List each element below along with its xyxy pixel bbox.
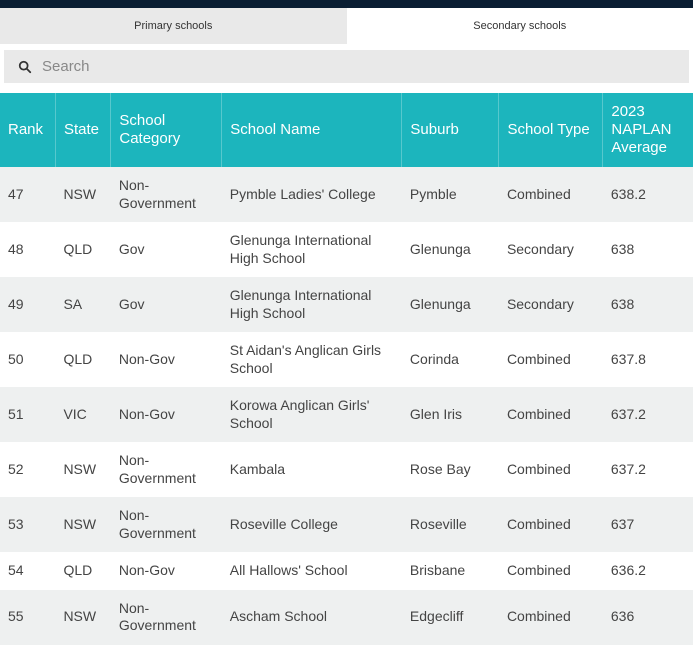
search-input[interactable] (42, 58, 675, 75)
table-cell: Non-Gov (111, 552, 222, 590)
table-cell: Non-Government (111, 497, 222, 552)
table-cell: 636.2 (603, 552, 693, 590)
table-cell: Gov (111, 222, 222, 277)
col-school-name[interactable]: School Name (222, 93, 402, 167)
search-icon (18, 60, 32, 74)
table-cell: Combined (499, 552, 603, 590)
table-cell: Glen Iris (402, 387, 499, 442)
table-cell: Non-Government (111, 442, 222, 497)
table-cell: Combined (499, 590, 603, 645)
table-row: 53NSWNon-GovernmentRoseville CollegeRose… (0, 497, 693, 552)
table-cell: 637.2 (603, 387, 693, 442)
col-naplan-average[interactable]: 2023 NAPLAN Average (603, 93, 693, 167)
table-cell: Non-Gov (111, 387, 222, 442)
table-row: 51VICNon-GovKorowa Anglican Girls' Schoo… (0, 387, 693, 442)
table-cell: 52 (0, 442, 55, 497)
col-school-type[interactable]: School Type (499, 93, 603, 167)
table-header-row: Rank State School Category School Name S… (0, 93, 693, 167)
table-row: 54QLDNon-GovAll Hallows' SchoolBrisbaneC… (0, 552, 693, 590)
table-cell: Ascham School (222, 590, 402, 645)
tab-secondary-schools[interactable]: Secondary schools (347, 8, 693, 44)
table-cell: Kambala (222, 442, 402, 497)
table-cell: Glenunga (402, 222, 499, 277)
table-cell: QLD (55, 552, 110, 590)
table-cell: 50 (0, 332, 55, 387)
table-cell: St Aidan's Anglican Girls School (222, 332, 402, 387)
table-cell: 638.2 (603, 167, 693, 222)
tabs-container: Primary schools Secondary schools (0, 8, 693, 44)
top-bar (0, 0, 693, 8)
search-container (4, 50, 689, 83)
table-cell: Korowa Anglican Girls' School (222, 387, 402, 442)
table-cell: 638 (603, 277, 693, 332)
col-state[interactable]: State (55, 93, 110, 167)
table-cell: NSW (55, 442, 110, 497)
table-cell: 637.8 (603, 332, 693, 387)
table-cell: Roseville (402, 497, 499, 552)
table-cell: VIC (55, 387, 110, 442)
table-cell: Pymble Ladies' College (222, 167, 402, 222)
table-cell: Roseville College (222, 497, 402, 552)
table-cell: Secondary (499, 222, 603, 277)
table-cell: 54 (0, 552, 55, 590)
table-cell: Glenunga International High School (222, 277, 402, 332)
table-cell: 47 (0, 167, 55, 222)
table-cell: All Hallows' School (222, 552, 402, 590)
table-cell: Glenunga International High School (222, 222, 402, 277)
table-cell: 48 (0, 222, 55, 277)
col-school-category[interactable]: School Category (111, 93, 222, 167)
table-cell: Combined (499, 387, 603, 442)
col-suburb[interactable]: Suburb (402, 93, 499, 167)
table-cell: Combined (499, 332, 603, 387)
table-cell: Combined (499, 167, 603, 222)
table-cell: 637 (603, 497, 693, 552)
table-cell: NSW (55, 497, 110, 552)
table-cell: Combined (499, 442, 603, 497)
table-row: 50QLDNon-GovSt Aidan's Anglican Girls Sc… (0, 332, 693, 387)
col-rank[interactable]: Rank (0, 93, 55, 167)
table-cell: Combined (499, 497, 603, 552)
table-cell: QLD (55, 332, 110, 387)
table-row: 55NSWNon-GovernmentAscham SchoolEdgeclif… (0, 590, 693, 645)
table-cell: Secondary (499, 277, 603, 332)
tab-primary-schools[interactable]: Primary schools (0, 8, 347, 44)
table-cell: Gov (111, 277, 222, 332)
table-cell: Pymble (402, 167, 499, 222)
table-cell: Rose Bay (402, 442, 499, 497)
table-cell: 53 (0, 497, 55, 552)
table-cell: 49 (0, 277, 55, 332)
table-row: 47NSWNon-GovernmentPymble Ladies' Colleg… (0, 167, 693, 222)
table-cell: Non-Gov (111, 332, 222, 387)
table-cell: SA (55, 277, 110, 332)
table-row: 48QLDGovGlenunga International High Scho… (0, 222, 693, 277)
table-cell: Non-Government (111, 590, 222, 645)
table-cell: Glenunga (402, 277, 499, 332)
table-cell: NSW (55, 167, 110, 222)
table-cell: 636 (603, 590, 693, 645)
table-cell: Edgecliff (402, 590, 499, 645)
table-cell: 637.2 (603, 442, 693, 497)
table-cell: Non-Government (111, 167, 222, 222)
table-cell: QLD (55, 222, 110, 277)
schools-table: Rank State School Category School Name S… (0, 93, 693, 645)
table-cell: 55 (0, 590, 55, 645)
table-row: 52NSWNon-GovernmentKambalaRose BayCombin… (0, 442, 693, 497)
table-row: 49SAGovGlenunga International High Schoo… (0, 277, 693, 332)
table-cell: NSW (55, 590, 110, 645)
table-cell: Corinda (402, 332, 499, 387)
table-cell: Brisbane (402, 552, 499, 590)
table-cell: 51 (0, 387, 55, 442)
table-cell: 638 (603, 222, 693, 277)
